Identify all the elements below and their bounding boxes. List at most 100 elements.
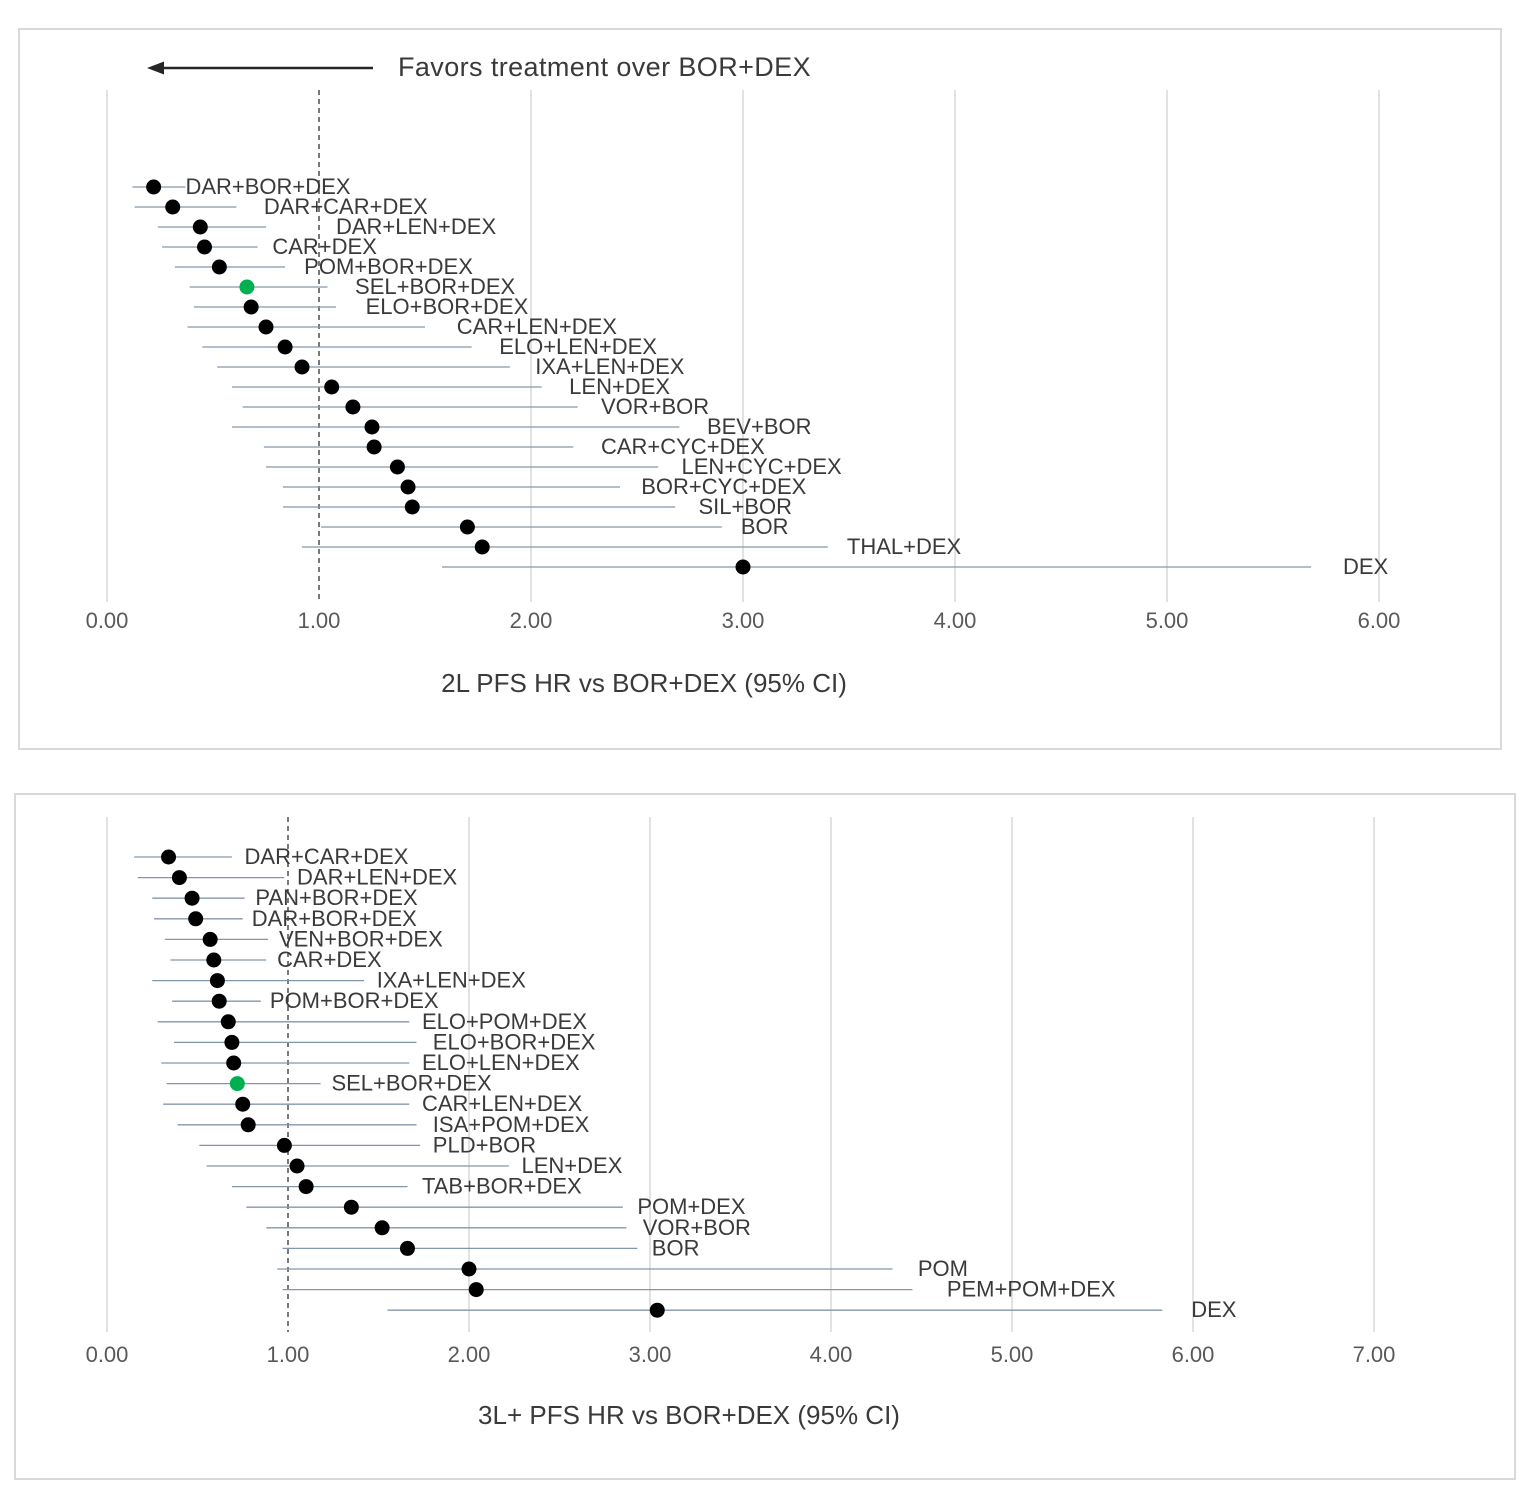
hr-point — [649, 1302, 665, 1318]
hr-point — [258, 319, 274, 335]
treatment-label: ELO+POM+DEX — [422, 1009, 587, 1034]
treatment-label: SEL+BOR+DEX — [355, 274, 516, 299]
hr-point — [294, 359, 310, 375]
hr-point — [165, 199, 181, 215]
hr-point — [399, 1240, 415, 1256]
hr-point — [277, 339, 293, 355]
x-tick-label: 2.00 — [448, 1342, 491, 1367]
treatment-label: VOR+BOR — [643, 1215, 751, 1240]
favors-annotation: Favors treatment over BOR+DEX — [147, 52, 811, 83]
x-tick-label: 6.00 — [1358, 608, 1401, 633]
treatment-label: THAL+DEX — [847, 534, 962, 559]
panel-2l-pfs: Favors treatment over BOR+DEX 0.00 1.00 2.… — [18, 28, 1502, 750]
treatment-label: SEL+BOR+DEX — [331, 1071, 492, 1096]
x-tick-label: 3.00 — [722, 608, 765, 633]
treatment-label: POM+BOR+DEX — [304, 254, 473, 279]
treatment-label: POM+DEX — [637, 1194, 746, 1219]
hr-point-highlighted — [229, 1076, 245, 1092]
left-arrow-icon — [147, 61, 373, 74]
forest-plot-3l-pfs: 0.00 1.00 2.00 3.00 4.00 5.00 6.00 7.00 DAR+CAR+… — [86, 817, 1395, 1430]
treatment-label: DEX — [1343, 554, 1389, 579]
treatment-label: CAR+CYC+DEX — [601, 434, 765, 459]
treatment-label: CAR+DEX — [272, 234, 377, 259]
treatment-label: DEX — [1191, 1297, 1237, 1322]
x-axis-title: 2L PFS HR vs BOR+DEX (95% CI) — [441, 668, 847, 698]
treatment-label: PAN+BOR+DEX — [255, 885, 418, 910]
hr-point — [243, 299, 259, 315]
favors-label: Favors treatment over BOR+DEX — [398, 52, 811, 82]
hr-point — [276, 1137, 292, 1153]
hr-point — [235, 1096, 251, 1112]
x-tick-label: 1.00 — [298, 608, 341, 633]
hr-point — [459, 519, 475, 535]
treatment-label: ELO+LEN+DEX — [422, 1050, 580, 1075]
treatment-label: CAR+LEN+DEX — [457, 314, 618, 339]
hr-point — [343, 1199, 359, 1215]
hr-point — [240, 1117, 256, 1133]
treatment-label: BOR+CYC+DEX — [641, 474, 806, 499]
treatment-label: LEN+DEX — [569, 374, 670, 399]
hr-point — [461, 1261, 477, 1277]
hr-point — [184, 890, 200, 906]
treatment-label: LEN+DEX — [521, 1153, 622, 1178]
treatment-label: BOR — [652, 1235, 700, 1260]
treatment-label: LEN+CYC+DEX — [682, 454, 843, 479]
x-tick-label: 3.00 — [629, 1342, 672, 1367]
x-tick-label: 4.00 — [934, 608, 977, 633]
hr-point — [220, 1014, 236, 1030]
hr-point — [374, 1220, 390, 1236]
hr-point — [202, 931, 218, 947]
x-tick-label: 6.00 — [1172, 1342, 1215, 1367]
hr-point-highlighted — [239, 279, 255, 295]
hr-point — [366, 439, 382, 455]
hr-point — [345, 399, 361, 415]
hr-point — [400, 479, 416, 495]
hr-point — [324, 379, 340, 395]
treatment-label: DAR+BOR+DEX — [185, 174, 350, 199]
panel-3l-pfs: 0.00 1.00 2.00 3.00 4.00 5.00 6.00 7.00 DAR+CAR+… — [14, 793, 1516, 1480]
treatment-label: VEN+BOR+DEX — [279, 926, 443, 951]
hr-point — [226, 1055, 242, 1071]
treatment-label: TAB+BOR+DEX — [422, 1174, 582, 1199]
hr-point — [211, 259, 227, 275]
treatment-label: DAR+CAR+DEX — [264, 194, 428, 219]
hr-point — [404, 499, 420, 515]
hr-point — [468, 1282, 484, 1298]
treatment-label: ELO+BOR+DEX — [366, 294, 529, 319]
hr-point — [364, 419, 380, 435]
x-tick-label: 0.00 — [86, 608, 129, 633]
hr-point — [209, 973, 225, 989]
x-tick-label: 5.00 — [991, 1342, 1034, 1367]
treatment-label: DAR+CAR+DEX — [245, 844, 409, 869]
hr-point — [211, 993, 227, 1009]
x-tick-label: 2.00 — [510, 608, 553, 633]
treatment-label: PEM+POM+DEX — [947, 1277, 1116, 1302]
x-axis-title: 3L+ PFS HR vs BOR+DEX (95% CI) — [478, 1400, 900, 1430]
treatment-label: CAR+LEN+DEX — [422, 1091, 583, 1116]
treatment-label: BOR — [741, 514, 789, 539]
hr-point — [188, 911, 204, 927]
treatment-label: DAR+LEN+DEX — [297, 865, 458, 890]
treatment-label: ISA+POM+DEX — [433, 1112, 590, 1137]
hr-point — [161, 849, 177, 865]
treatment-label: ELO+LEN+DEX — [499, 334, 657, 359]
hr-point — [146, 179, 162, 195]
x-tick-label: 1.00 — [267, 1342, 310, 1367]
treatment-label: IXA+LEN+DEX — [535, 354, 685, 379]
treatment-label: POM — [918, 1256, 968, 1281]
hr-point — [389, 459, 405, 475]
hr-point — [224, 1034, 240, 1050]
treatment-label: IXA+LEN+DEX — [377, 968, 527, 993]
treatment-label: ELO+BOR+DEX — [433, 1029, 596, 1054]
hr-point — [474, 539, 490, 555]
treatment-label: BEV+BOR — [707, 414, 812, 439]
hr-point — [192, 219, 208, 235]
treatment-label: POM+BOR+DEX — [270, 988, 439, 1013]
treatment-label: CAR+DEX — [277, 947, 382, 972]
treatment-label: VOR+BOR — [601, 394, 709, 419]
treatment-label: SIL+BOR — [698, 494, 792, 519]
forest-plot-2l-pfs: 0.00 1.00 2.00 3.00 4.00 5.00 6.00DAR+BOR+DEXD… — [86, 90, 1401, 698]
hr-point — [289, 1158, 305, 1174]
x-tick-label: 0.00 — [86, 1342, 129, 1367]
hr-point — [206, 952, 222, 968]
